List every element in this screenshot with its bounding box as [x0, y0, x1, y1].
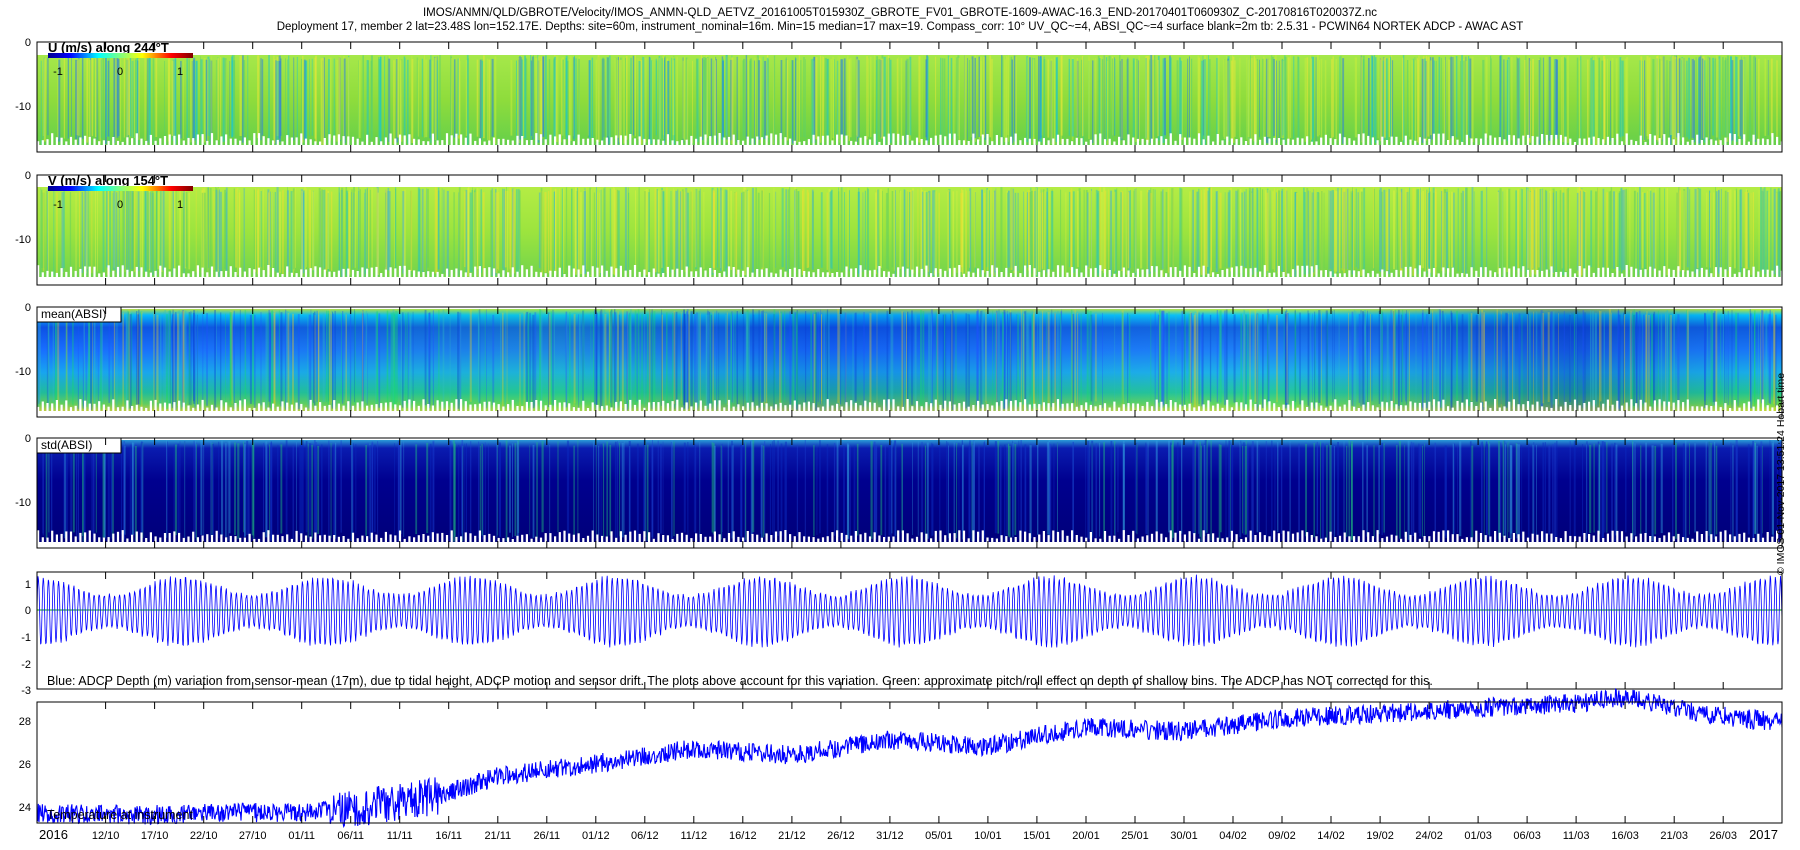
- x-axis-tick-label: 27/10: [239, 830, 267, 842]
- panel-std-absi-stripes: [37, 440, 1783, 542]
- x-axis-tick-label: 06/12: [631, 830, 659, 842]
- x-axis-tick-label: 11/12: [680, 830, 707, 842]
- x-axis-tick-label: 20/01: [1072, 830, 1100, 842]
- x-axis-tick-label: 14/02: [1317, 830, 1345, 842]
- temperature-line: [36, 687, 1783, 829]
- panel-std-absi-label: std(ABSI): [41, 438, 92, 452]
- panel-v-ytick-1: -10: [15, 234, 31, 246]
- panel-v-cbar-tick-2: 1: [177, 199, 183, 211]
- panel-u-stripes: [37, 55, 1783, 146]
- panel-v-colorbar: [48, 186, 193, 191]
- panel-u-ytick-1: -10: [15, 101, 31, 113]
- x-axis-tick-label: 12/10: [92, 830, 120, 842]
- panel-u-cbar-tick-0: -1: [53, 66, 63, 78]
- panel-temperature-frame: [36, 701, 1783, 824]
- panel-depth-yticks: 1 0 -1 -2 -3: [21, 579, 31, 697]
- panel-v: 0 -10 V (m/s) along 154°T -1 0 1: [15, 170, 1783, 286]
- panel-temperature-ytick-2: 24: [19, 802, 31, 814]
- panel-std-absi-ytick-1: -10: [15, 497, 31, 509]
- panel-temperature-label: Temperature at instrument: [47, 808, 193, 822]
- x-axis-tick-label: 10/01: [974, 830, 1002, 842]
- panel-depth-ytick-2: -1: [21, 632, 31, 644]
- x-axis-tick-label: 26/12: [827, 830, 855, 842]
- panel-depth-line: [36, 574, 1783, 648]
- panel-v-stripes: [37, 187, 1783, 277]
- panel-v-cbar-tick-1: 0: [117, 199, 123, 211]
- x-axis-tick-label: 05/01: [925, 830, 953, 842]
- panel-temperature: 28 26 24 Temperature at instrument: [19, 687, 1783, 829]
- x-axis-tick-label: 26/11: [533, 830, 560, 842]
- panel-u-cbar-tick-2: 1: [177, 66, 183, 78]
- panel-mean-absi-ytick-1: -10: [15, 366, 31, 378]
- x-axis-tick-label: 01/11: [288, 830, 315, 842]
- x-axis-tick-label: 09/02: [1268, 830, 1296, 842]
- x-axis-tick-label: 22/10: [190, 830, 218, 842]
- x-axis-tick-label: 25/01: [1121, 830, 1149, 842]
- panel-mean-absi-label-box: [36, 306, 122, 323]
- panel-temperature-ytick-0: 28: [19, 716, 31, 728]
- panel-std-absi-ytick-0: 0: [25, 433, 31, 445]
- x-axis-year-end: 2017: [1749, 827, 1778, 842]
- copyright-note: © IMOS 01-Nov-2017 13:51:24 Hobart time: [1775, 372, 1787, 575]
- x-axis-tick-label: 21/11: [484, 830, 511, 842]
- x-axis-tick-label: 11/11: [387, 830, 413, 842]
- panel-mean-absi: 0 -10 mean(ABSI): [15, 302, 1783, 418]
- title-line-1: IMOS/ANMN/QLD/GBROTE/Velocity/IMOS_ANMN-…: [422, 7, 1378, 19]
- x-axis-tick-label: 15/01: [1023, 830, 1051, 842]
- x-axis-ticks: 12/10 17/10 22/10 27/10 01/11 06/11 11/11 16/11…: [92, 42, 1737, 842]
- x-axis-tick-label: 01/12: [582, 830, 610, 842]
- panel-depth-ytick-4: -3: [21, 685, 31, 697]
- x-axis-tick-label: 26/03: [1709, 830, 1737, 842]
- x-axis-tick-label: 11/03: [1563, 830, 1590, 842]
- x-axis-tick-label: 06/11: [337, 830, 364, 842]
- panel-v-frame: [36, 174, 1783, 286]
- x-axis-tick-label: 31/12: [876, 830, 904, 842]
- panel-depth-frame: [36, 571, 1783, 690]
- panel-u-colorbar: [48, 53, 193, 58]
- x-axis-year-start: 2016: [39, 827, 68, 842]
- panel-u: 0 -10 U (m/s) along 244°T -1 0 1: [15, 37, 1783, 153]
- x-axis-tick-label: 19/02: [1366, 830, 1394, 842]
- panel-depth-ytick-0: 1: [25, 579, 31, 591]
- panel-depth-ytick-1: 0: [25, 605, 31, 617]
- panel-mean-absi-label: mean(ABSI): [41, 307, 106, 321]
- panel-u-frame: [36, 41, 1783, 153]
- panel-mean-absi-stripes: [37, 309, 1783, 411]
- x-axis-tick-label: 16/11: [435, 830, 462, 842]
- panel-temperature-ytick-1: 26: [19, 759, 31, 771]
- panel-u-label: U (m/s) along 244°T: [48, 40, 169, 55]
- panel-v-cbar-tick-0: -1: [53, 199, 63, 211]
- panel-v-ytick-0: 0: [25, 170, 31, 182]
- x-axis: 2016 2017 12/10 17/10 22/10 27/10 01/11 06/11…: [39, 42, 1778, 842]
- panel-v-label: V (m/s) along 154°T: [48, 173, 168, 188]
- figure-title: IMOS/ANMN/QLD/GBROTE/Velocity/IMOS_ANMN-…: [0, 6, 1800, 34]
- panel-depth: 1 0 -1 -2 -3 Blue: ADCP Depth (m) variat…: [21, 571, 1783, 697]
- panel-std-absi-heatmap: [37, 440, 1782, 542]
- panel-depth-note: Blue: ADCP Depth (m) variation from sens…: [47, 674, 1433, 688]
- panel-std-absi-frame: [36, 437, 1783, 549]
- x-axis-tick-label: 01/03: [1464, 830, 1492, 842]
- panel-u-cbar-tick-1: 0: [117, 66, 123, 78]
- x-axis-tick-label: 30/01: [1170, 830, 1198, 842]
- x-axis-tick-label: 17/10: [141, 830, 169, 842]
- panel-temperature-band: [36, 687, 1783, 829]
- x-axis-tick-label: 16/03: [1611, 830, 1639, 842]
- panel-depth-ytick-3: -2: [21, 659, 31, 671]
- x-axis-tick-label: 21/12: [778, 830, 806, 842]
- panel-mean-absi-ytick-0: 0: [25, 302, 31, 314]
- panel-mean-absi-frame: [36, 306, 1783, 418]
- panel-mean-absi-variation: [37, 309, 1782, 411]
- x-axis-tick-label: 24/02: [1415, 830, 1443, 842]
- x-axis-tick-label: 04/02: [1219, 830, 1247, 842]
- panel-u-ytick-0: 0: [25, 37, 31, 49]
- x-axis-tick-label: 21/03: [1660, 830, 1688, 842]
- panel-std-absi-label-box: [36, 437, 122, 454]
- title-line-2: Deployment 17, member 2 lat=23.48S lon=1…: [276, 21, 1524, 33]
- panel-std-absi: 0 -10 std(ABSI): [15, 433, 1783, 549]
- x-axis-tick-label: 16/12: [729, 830, 757, 842]
- x-axis-tick-label: 06/03: [1513, 830, 1541, 842]
